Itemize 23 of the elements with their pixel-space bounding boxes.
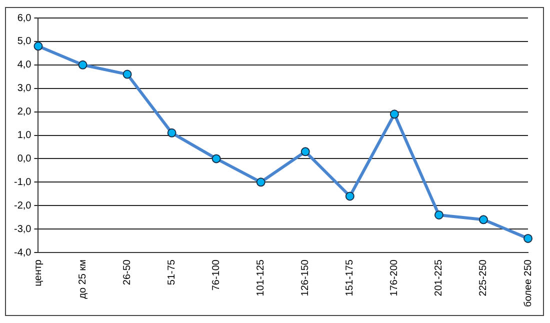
- y-tick-label: -4,0: [14, 247, 32, 258]
- x-tick-label: центр: [32, 259, 44, 286]
- x-tick-label: 51-75: [166, 259, 178, 286]
- y-tick-label: 1,0: [17, 130, 32, 142]
- y-tick-label: 5,0: [17, 36, 32, 48]
- y-tick-label: 4,0: [17, 60, 32, 71]
- y-tick-label: -2,0: [14, 200, 32, 212]
- x-tick-label: до 25 км: [78, 259, 89, 299]
- x-tick-label: 151-175: [344, 259, 356, 296]
- x-tick-label: 76-100: [211, 259, 222, 291]
- y-tick-label: 2,0: [17, 106, 32, 118]
- x-tick-label: 101-125: [256, 259, 267, 296]
- x-tick-label: 126-150: [300, 259, 312, 296]
- x-tick-label: 176-200: [389, 259, 400, 296]
- y-tick-label: 0,0: [17, 153, 32, 164]
- y-tick-label: -1,0: [14, 176, 32, 188]
- x-tick-label: более 250: [522, 259, 534, 308]
- y-tick-label: 6,0: [17, 12, 32, 24]
- x-tick-label: 225-250: [478, 259, 490, 296]
- y-tick-label: 3,0: [17, 83, 32, 94]
- x-tick-label: 26-50: [122, 259, 134, 286]
- y-tick-label: -3,0: [14, 224, 32, 235]
- x-tick-label: 201-225: [434, 259, 445, 296]
